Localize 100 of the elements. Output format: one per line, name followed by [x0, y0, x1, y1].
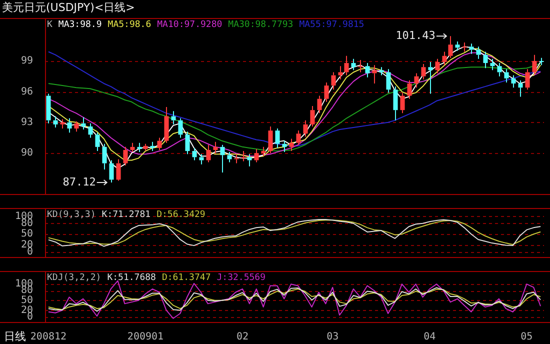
candlestick	[393, 86, 398, 121]
candlestick	[539, 57, 544, 66]
candlestick	[497, 62, 502, 77]
candlestick	[53, 116, 58, 128]
candlestick	[407, 80, 412, 100]
x-tick-label: 03	[326, 332, 339, 343]
candlestick	[435, 58, 440, 74]
candlestick	[476, 46, 481, 60]
candlestick	[185, 131, 190, 155]
candlestick	[518, 80, 523, 98]
candlestick	[344, 55, 349, 76]
series-label: D:61.3747	[162, 273, 211, 283]
annotation: 87.12	[62, 175, 96, 188]
candlestick	[310, 106, 315, 127]
candlestick	[338, 66, 343, 80]
candlestick	[414, 72, 419, 88]
chart-title: 美元日元(USDJPY)<日线>	[2, 0, 135, 15]
x-tick-label: 200901	[127, 332, 164, 343]
candlestick	[241, 150, 246, 162]
y-tick-label: 80	[20, 218, 33, 229]
candlestick	[143, 143, 148, 152]
candlestick	[150, 141, 155, 152]
candlestick	[95, 132, 100, 152]
x-tick-label: 05	[520, 332, 533, 343]
candlestick	[303, 120, 308, 138]
series-label: K:71.2781	[102, 210, 151, 220]
candlestick	[296, 130, 301, 146]
candlestick	[88, 122, 93, 138]
text: MA5:98.6	[108, 20, 152, 30]
candlestick	[60, 118, 65, 130]
legend-title: K	[47, 20, 52, 30]
text: MA3:98.9	[58, 20, 102, 30]
y-tick-label: 90	[20, 148, 33, 159]
candlestick	[358, 59, 363, 73]
y-tick-label: 0	[26, 246, 33, 258]
candlestick	[469, 43, 474, 54]
candlestick	[137, 142, 142, 153]
x-tick-label: 04	[424, 332, 436, 343]
candlestick	[490, 58, 495, 71]
candlestick	[123, 146, 128, 166]
text: MA10:97.9280	[157, 20, 222, 30]
text: MA55:97.9815	[299, 20, 364, 30]
candlestick	[247, 154, 252, 167]
candlestick	[171, 110, 176, 125]
x-axis-title: 日线	[4, 329, 26, 344]
candlestick	[525, 68, 530, 90]
candlestick	[351, 58, 356, 71]
y-tick-label: 96	[20, 86, 33, 98]
candlestick	[157, 137, 162, 150]
series-label: K:51.7688	[107, 273, 156, 283]
candlestick	[164, 106, 169, 144]
candlestick	[275, 128, 280, 148]
candlestick	[254, 148, 259, 163]
candlestick	[379, 66, 384, 76]
candlestick	[400, 92, 405, 114]
candlestick	[324, 82, 329, 102]
candlestick	[289, 138, 294, 152]
y-tick-label: 99	[20, 56, 33, 67]
candlestick	[227, 152, 232, 163]
candlestick	[234, 154, 239, 164]
candlestick	[130, 142, 135, 153]
candlestick	[178, 118, 183, 138]
candlestick	[462, 42, 467, 52]
y-tick-label: 93	[20, 116, 33, 128]
candlestick	[331, 72, 336, 90]
candlestick	[504, 68, 509, 83]
candlestick	[46, 93, 51, 124]
series-label: D:56.3429	[156, 210, 206, 220]
legend-title: KD(9,3,3)	[47, 210, 96, 220]
candlestick	[67, 118, 72, 134]
candlestick	[74, 120, 79, 132]
y-tick-label: 50	[20, 228, 33, 240]
candlestick	[532, 54, 537, 75]
annotation: 101.43	[396, 28, 436, 42]
candlestick	[102, 143, 107, 170]
candlestick	[109, 160, 114, 184]
candlestick	[483, 51, 488, 69]
candlestick	[511, 74, 516, 88]
candlestick	[421, 64, 426, 80]
candlestick	[268, 126, 273, 154]
candlestick	[372, 64, 377, 84]
candlestick	[206, 144, 211, 163]
candlestick	[192, 147, 197, 161]
candlestick	[116, 158, 121, 182]
candlestick	[442, 51, 447, 66]
candlestick	[81, 116, 86, 130]
candlestick	[261, 146, 266, 157]
candlestick	[448, 36, 453, 58]
candlestick	[428, 62, 433, 94]
candlestick	[213, 141, 218, 154]
legend-title: KDJ(3,2,2)	[47, 273, 102, 283]
candlestick	[365, 62, 370, 78]
series-label: J:32.5569	[216, 273, 266, 283]
candlestick	[220, 144, 225, 174]
x-tick-label: 200812	[30, 332, 67, 343]
candlestick	[199, 154, 204, 165]
candlestick	[455, 41, 460, 52]
text: MA30:98.7793	[228, 20, 294, 30]
candlestick	[386, 68, 391, 94]
candlestick	[282, 140, 287, 153]
